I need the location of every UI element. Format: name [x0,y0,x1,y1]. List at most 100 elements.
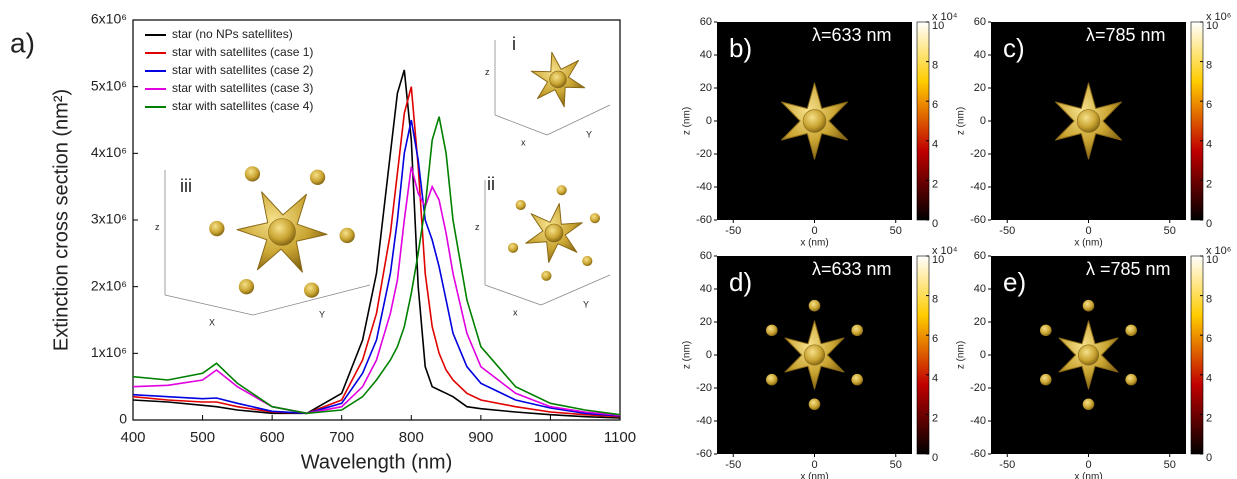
colorbar-tick-label: 4 [932,139,938,151]
series-line [133,167,620,416]
y-tick-label: 60 [700,16,712,28]
y-axis-label: z (nm) [956,341,967,369]
x-tick-label: 800 [399,429,424,446]
y-tick-label: 0 [980,115,986,127]
satellite [809,399,821,411]
inset-label: ii [487,174,495,194]
colorbar-tick-label: 6 [932,333,938,345]
satellite [1083,300,1095,312]
satellite [516,200,526,210]
colorbar-tick-label: 2 [1206,178,1212,190]
satellite [239,279,254,294]
colorbar-tick-label: 4 [1206,373,1212,385]
y-tick-label: 0 [706,115,712,127]
star-render [209,166,355,298]
x-tick-label: -50 [725,225,741,237]
y-tick-label: 40 [700,49,712,61]
x-tick-label: 50 [1164,225,1176,237]
colorbar-tick-label: 0 [932,452,938,464]
inset-axis-label: x [513,307,518,317]
panel-label: d) [729,267,752,297]
x-axis-label: x (nm) [800,238,828,249]
x-tick-label: 400 [120,429,145,446]
legend-label: star with satellites (case 3) [172,81,313,95]
inset-axis [495,115,547,135]
x-axis-label: x (nm) [1074,238,1102,249]
x-tick-label: 50 [1164,459,1176,471]
satellite [766,325,778,337]
panel-label: b) [729,33,752,63]
satellite [590,213,600,223]
satellite [304,283,319,298]
x-tick-label: 0 [1085,459,1091,471]
x-axis-label: Wavelength (nm) [301,451,453,473]
y-tick-label: 2x10⁶ [91,277,127,293]
y-tick-label: 20 [974,316,986,328]
star-render [508,185,600,281]
series-line [133,117,620,415]
panel-label: a) [10,27,35,58]
star-core [269,219,296,246]
y-tick-label: 60 [974,250,986,262]
inset-axis [165,295,253,315]
inset-axis [547,105,610,135]
y-tick-label: 60 [700,250,712,262]
satellite [582,256,592,266]
x-tick-label: 600 [260,429,285,446]
x-tick-label: -50 [999,225,1015,237]
y-tick-label: 20 [974,82,986,94]
colorbar-scale: x 10⁴ [932,245,958,257]
star-core [804,345,824,365]
y-tick-label: 20 [700,316,712,328]
y-tick-label: 40 [974,49,986,61]
y-tick-label: 40 [700,283,712,295]
inset-axis-label: X [209,317,215,327]
satellite [766,374,778,386]
figure: a)4005006007008009001000110001x10⁶2x10⁶3… [0,0,1237,479]
satellite [1040,325,1052,337]
panel-label: e) [1003,267,1026,297]
colorbar-tick-label: 0 [932,218,938,230]
satellite [245,166,260,181]
colorbar-tick-label: 6 [1206,99,1212,111]
y-tick-label: -40 [696,415,712,427]
satellite [1125,325,1137,337]
y-tick-label: 0 [706,349,712,361]
y-tick-label: -20 [970,148,986,160]
y-tick-label: 60 [974,16,986,28]
x-tick-label: 0 [1085,225,1091,237]
x-tick-label: -50 [999,459,1015,471]
x-tick-label: 50 [890,459,902,471]
colorbar-tick-label: 0 [1206,452,1212,464]
colorbar-tick-label: 2 [932,412,938,424]
inset-axis-label: Y [583,299,589,309]
y-axis-label: z (nm) [682,341,693,369]
satellite [1083,399,1095,411]
colorbar-tick-label: 8 [1206,60,1212,72]
x-axis-label: x (nm) [1074,472,1102,479]
satellite [557,185,567,195]
y-tick-label: -60 [696,214,712,226]
x-tick-label: 1000 [534,429,567,446]
y-tick-label: -60 [970,214,986,226]
y-axis-label: z (nm) [682,107,693,135]
colorbar-tick-label: 6 [932,99,938,111]
x-tick-label: 0 [811,225,817,237]
x-tick-label: 50 [890,225,902,237]
colorbar [917,256,929,454]
satellite [851,374,863,386]
colorbar [1191,256,1203,454]
inset-axis [485,285,541,305]
y-tick-label: 4x10⁶ [91,144,127,160]
colorbar [917,22,929,220]
satellite [508,243,518,253]
satellite [851,325,863,337]
series-line [133,87,620,417]
y-tick-label: 6x10⁶ [91,11,127,27]
inset-label: i [512,34,516,54]
legend-label: star with satellites (case 4) [172,99,313,113]
colorbar-tick-label: 0 [1206,218,1212,230]
y-tick-label: -40 [696,181,712,193]
colorbar-tick-label: 4 [932,373,938,385]
colorbar [1191,22,1203,220]
